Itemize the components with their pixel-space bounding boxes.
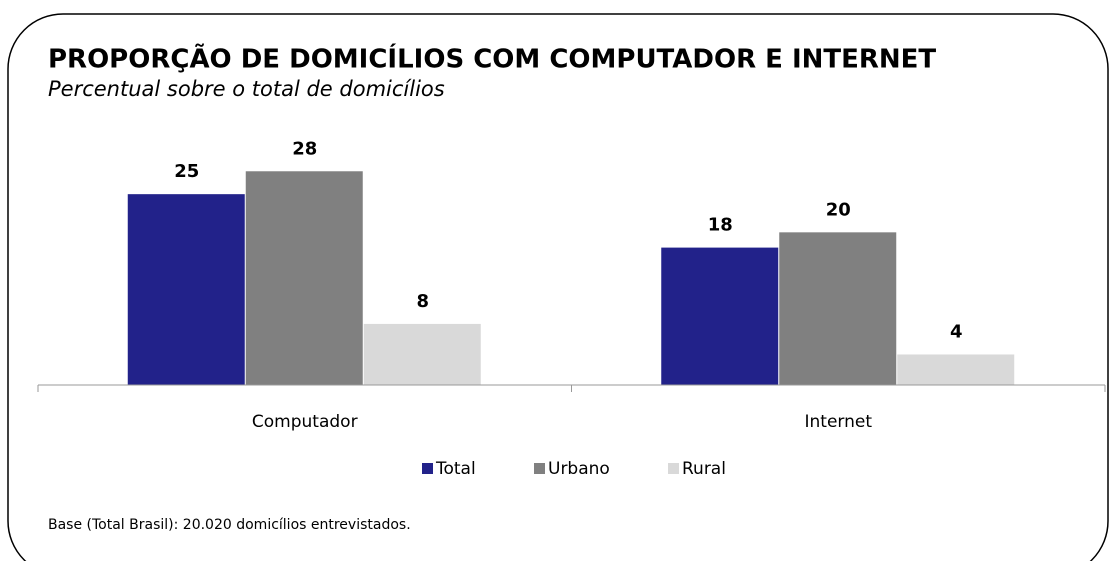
legend-label: Urbano [548, 459, 610, 479]
bar [363, 323, 481, 385]
legend-label: Rural [682, 459, 726, 479]
bar [127, 194, 245, 385]
data-label: 8 [416, 291, 429, 312]
data-label: 4 [950, 321, 963, 342]
legend-swatch [422, 463, 433, 474]
chart-title: PROPORÇÃO DE DOMICÍLIOS COM COMPUTADOR E… [48, 43, 936, 75]
bar [779, 232, 897, 385]
data-label: 18 [708, 215, 733, 236]
bar [245, 171, 363, 385]
note: Base (Total Brasil): 20.020 domicílios e… [48, 517, 411, 533]
data-label: 25 [174, 161, 199, 182]
data-label: 20 [826, 199, 851, 220]
x-tick-label: Internet [804, 412, 872, 432]
frame [7, 13, 1109, 561]
legend-swatch [534, 463, 545, 474]
bar [661, 247, 779, 385]
chart-subtitle: Percentual sobre o total de domicílios [48, 77, 445, 101]
data-label: 28 [292, 138, 317, 159]
x-tick-label: Computador [252, 412, 358, 432]
bar [897, 354, 1015, 385]
legend-swatch [668, 463, 679, 474]
legend-label: Total [435, 459, 476, 479]
